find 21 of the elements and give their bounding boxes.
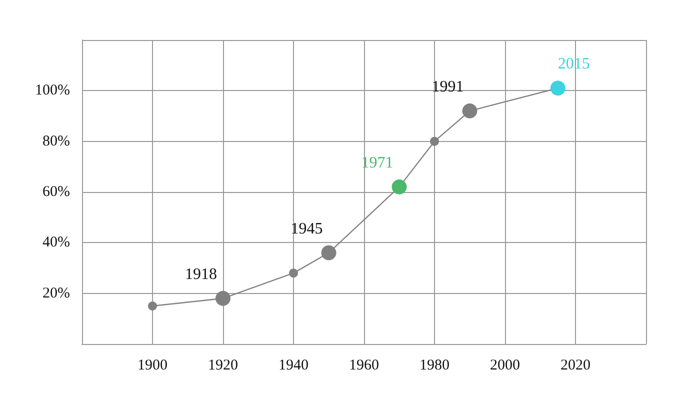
x-tick-label: 1900 — [138, 358, 168, 374]
point — [550, 80, 566, 96]
annotation: 1945 — [290, 220, 323, 238]
y-tick-label: 20% — [42, 285, 70, 302]
x-tick-label: 1980 — [420, 358, 450, 374]
annotation: 2015 — [558, 56, 590, 73]
y-tick-label: 100% — [35, 82, 70, 99]
x-tick-label: 1920 — [208, 358, 238, 374]
y-tick-label: 60% — [42, 184, 70, 200]
x-tick-label: 2000 — [490, 358, 520, 374]
annotation: 1918 — [185, 266, 217, 283]
x-tick-label: 1940 — [278, 358, 308, 374]
point — [321, 245, 336, 260]
x-tick-label: 2020 — [560, 358, 590, 374]
annotation: 1991 — [432, 78, 464, 96]
y-tick-label: 80% — [42, 133, 70, 150]
x-tick-label: 1960 — [349, 358, 379, 374]
point — [392, 179, 407, 194]
y-tick-label: 40% — [42, 234, 70, 251]
point — [462, 103, 478, 118]
point — [216, 290, 230, 306]
